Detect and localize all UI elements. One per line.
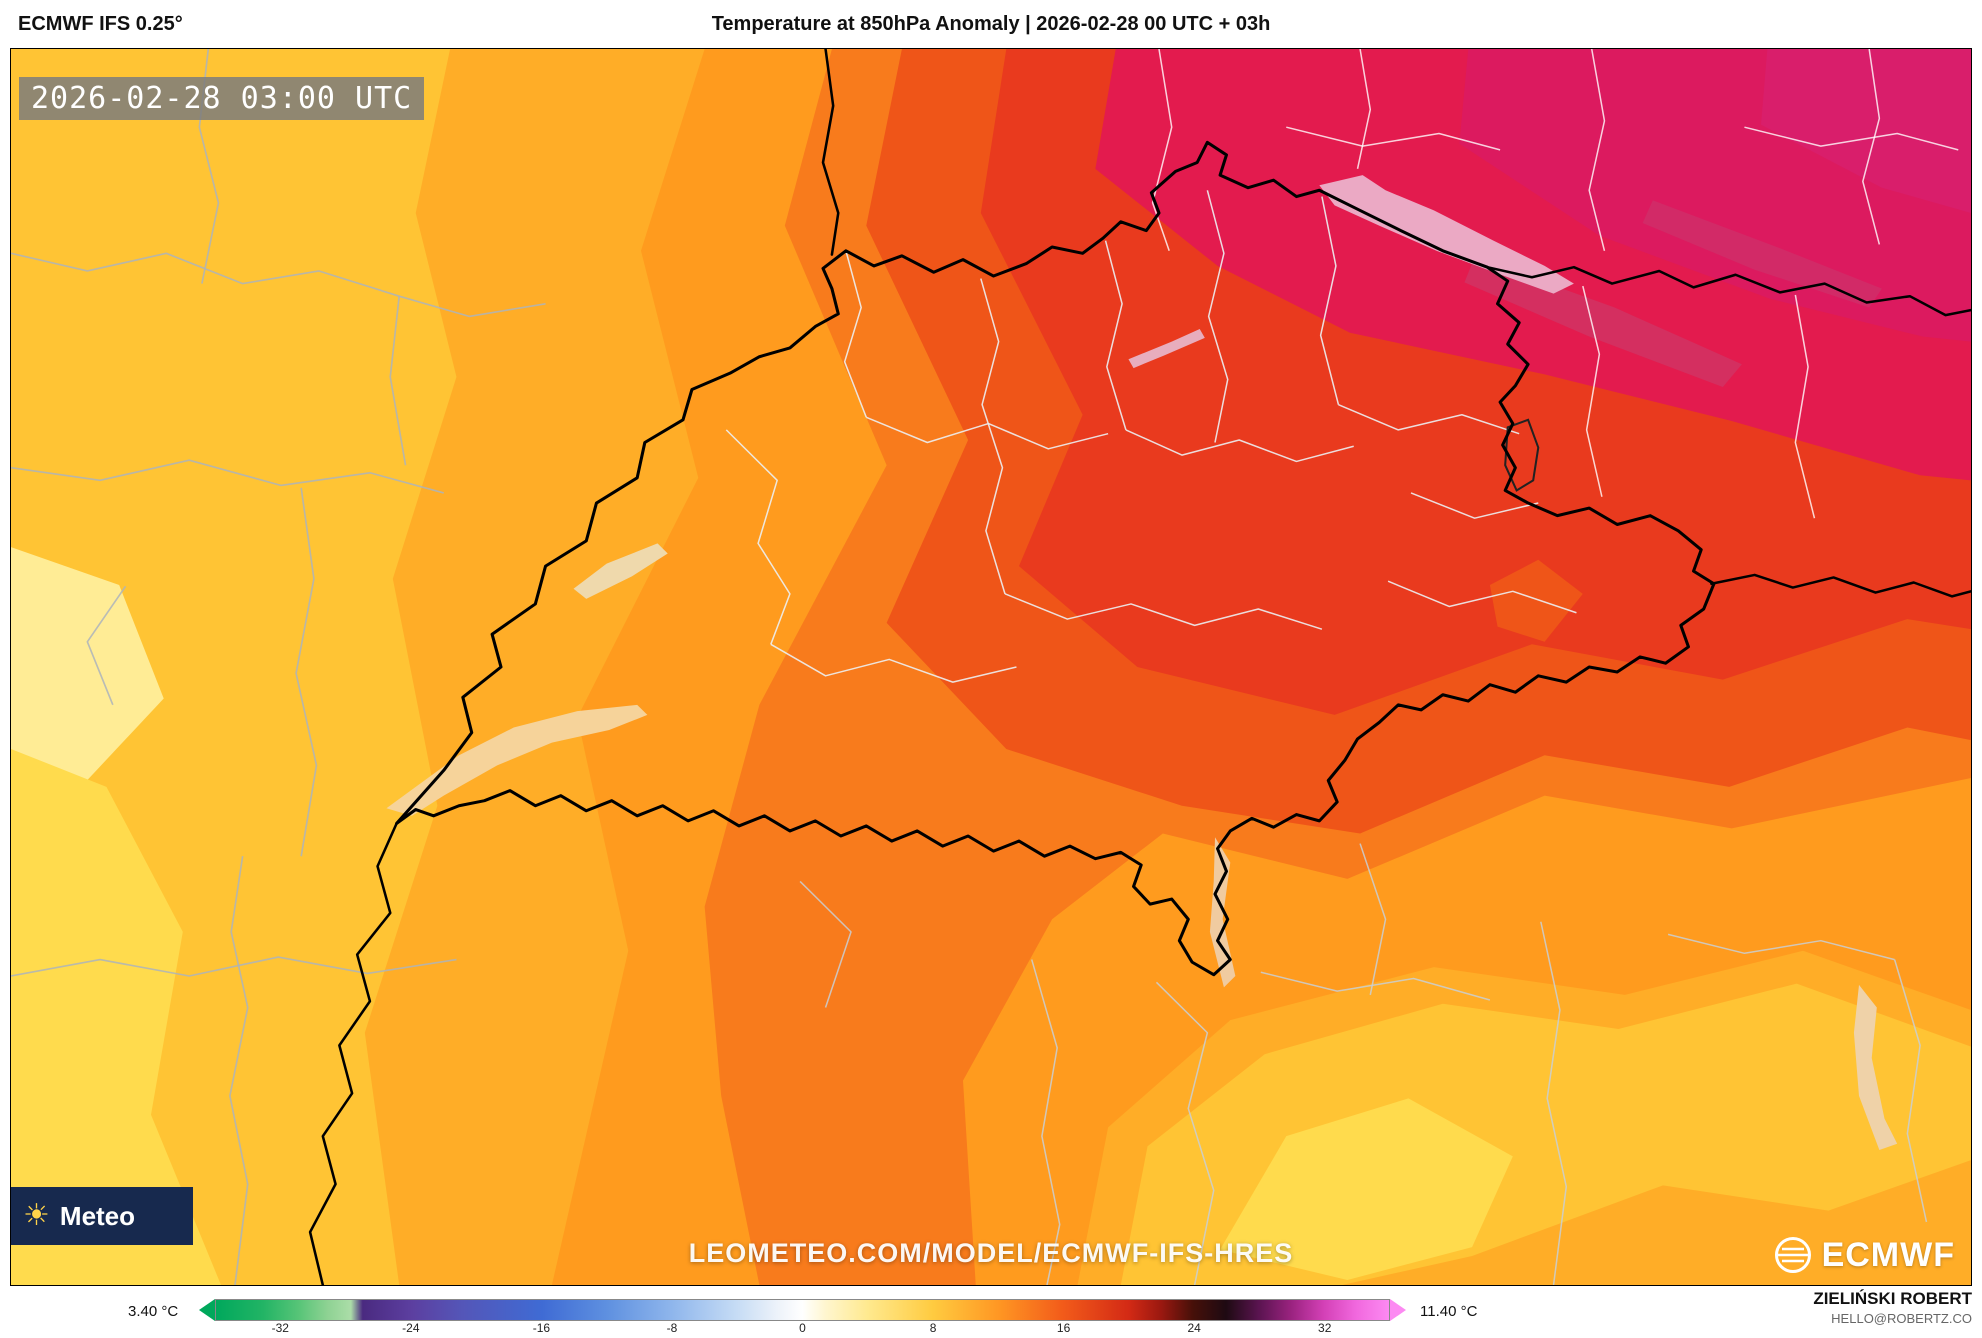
map-canvas [11, 49, 1971, 1285]
band-bright-yellow-southeast [1220, 1098, 1513, 1280]
lake-garda [1853, 984, 1898, 1151]
temperature-anomaly-map: 2026-02-28 03:00 UTC LEOMETEO.COM/MODEL/… [10, 48, 1972, 1286]
timestamp-badge: 2026-02-28 03:00 UTC [19, 77, 425, 120]
lake-zurich [1128, 328, 1205, 369]
colorbar-ticks: -32 -24 -16 -8 0 8 16 24 32 [215, 1321, 1390, 1337]
italy-province-borders [799, 843, 1928, 1285]
ecmwf-logo-label: ECMWF [1821, 1235, 1955, 1274]
credit-email: HELLO@ROBERTZ.CO [1831, 1311, 1972, 1326]
band-pale-yellow-west [11, 547, 164, 787]
patch-light-diamond [1489, 559, 1583, 642]
germany-austria-admin-borders [1151, 49, 1959, 519]
colorbar-left-arrow [199, 1299, 215, 1321]
swiss-canton-borders [725, 190, 1577, 683]
lake-geneva [386, 704, 648, 816]
border-france-germany [821, 49, 840, 256]
colorbar-tick-label: -16 [532, 1321, 551, 1335]
terrain-shade-2 [1642, 200, 1882, 308]
colorbar-tick-label: 32 [1318, 1321, 1332, 1335]
border-liechtenstein [1504, 418, 1540, 492]
page-title: Temperature at 850hPa Anomaly | 2026-02-… [711, 13, 1271, 35]
colorbar-tick-label: -32 [271, 1321, 289, 1335]
watermark: LEOMETEO.COM/MODEL/ECMWF-IFS-HRES [688, 1238, 1294, 1268]
ecmwf-globe-icon [1774, 1237, 1811, 1273]
lake-constance [1319, 175, 1574, 294]
colorbar-right-arrow [1390, 1299, 1406, 1321]
border-switzerland [395, 140, 1716, 977]
model-label: ECMWF IFS 0.25° [18, 13, 183, 35]
max-value-label: 11.40 °C [1420, 1303, 1478, 1320]
lake-neuchatel [573, 543, 668, 599]
colorbar [215, 1299, 1390, 1321]
credit-name: ZIELIŃSKI ROBERT [1813, 1289, 1972, 1308]
colorbar-footer: 3.40 °C -32 -24 -16 -8 0 8 16 24 32 11.40 °C ZIE… [0, 1286, 1982, 1338]
france-department-borders [11, 49, 546, 1285]
terrain-shade-1 [1464, 257, 1742, 388]
ecmwf-logo: ECMWF [1773, 1235, 1955, 1275]
colorbar-tick-label: 24 [1187, 1321, 1201, 1335]
colorbar-tick-label: -24 [402, 1321, 420, 1335]
band-bright-yellow-southwest [11, 748, 221, 1285]
colorbar-tick-label: -8 [666, 1321, 678, 1335]
colorbar-tick-label: 16 [1056, 1321, 1071, 1335]
meteo-logo: ☀ Meteo [11, 1187, 193, 1245]
colorbar-tick-label: 0 [799, 1321, 806, 1335]
header: ECMWF IFS 0.25° Temperature at 850hPa An… [0, 0, 1982, 48]
band-corner-pink [1761, 49, 1971, 213]
colorbar-tick-label: 8 [929, 1321, 937, 1335]
border-germany-austria [1486, 265, 1971, 317]
border-austria-italy [1710, 573, 1971, 598]
sun-icon: ☀ [23, 1199, 50, 1232]
min-value-label: 3.40 °C [128, 1303, 179, 1320]
border-france-italy [308, 822, 398, 1285]
meteo-logo-label: Meteo [59, 1200, 136, 1231]
credit-block: ZIELIŃSKI ROBERT HELLO@ROBERTZ.CO [1813, 1289, 1972, 1326]
